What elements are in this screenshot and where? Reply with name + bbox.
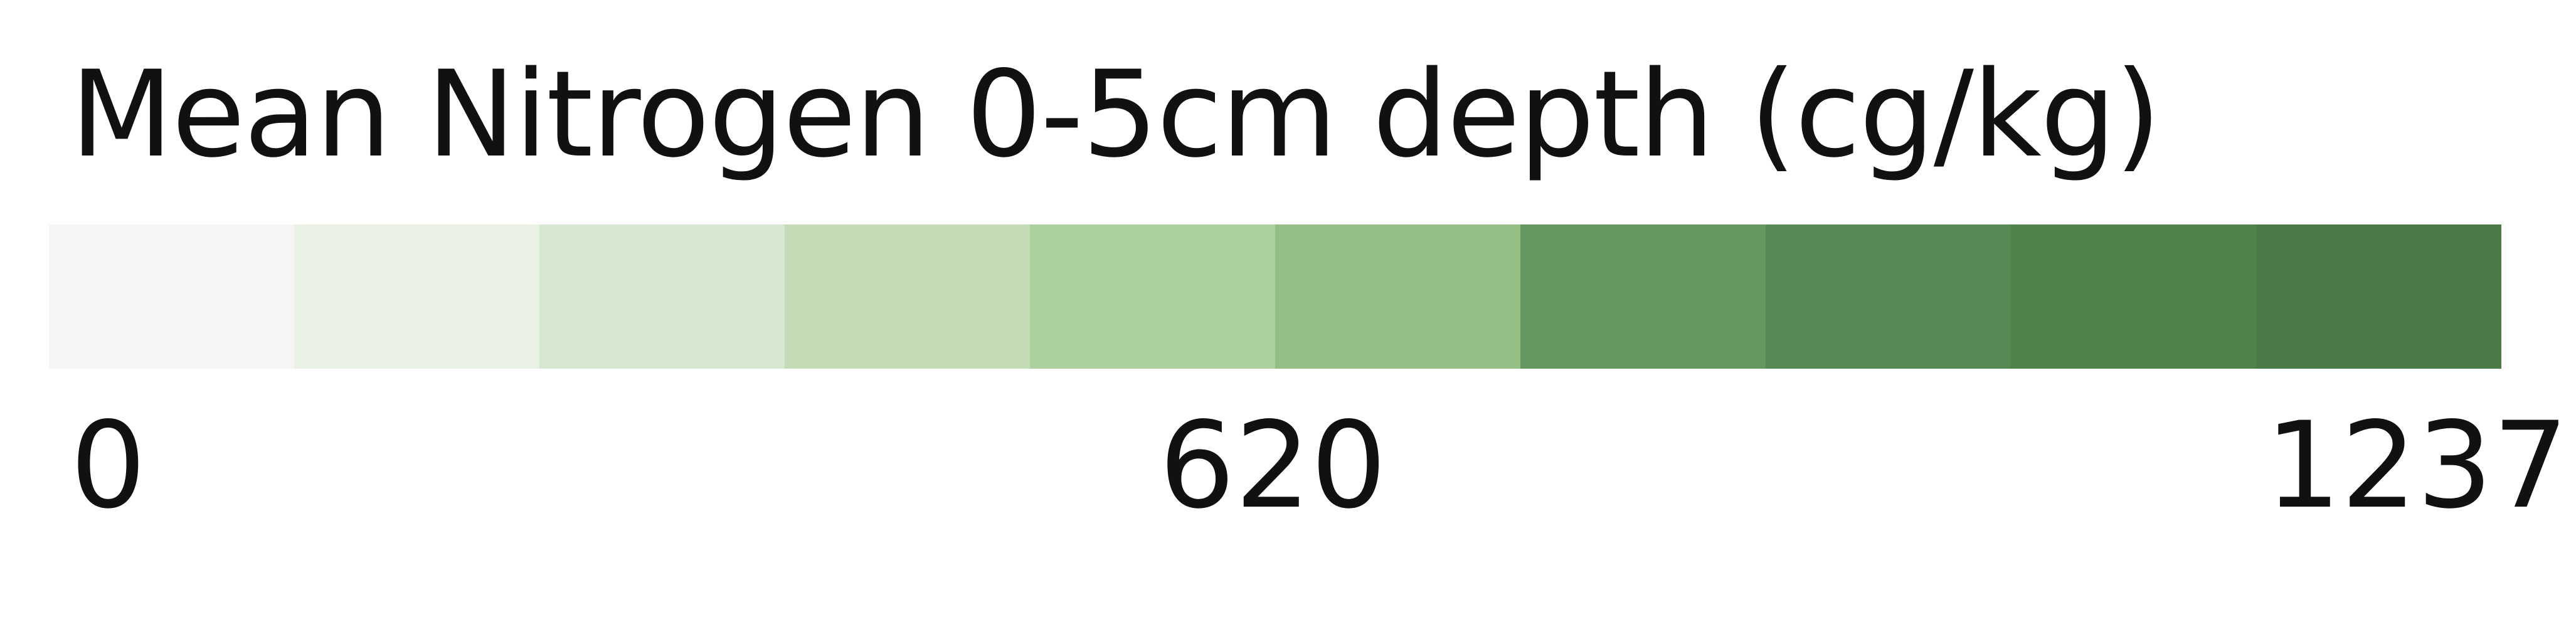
color-swatch-2 [294,224,539,369]
tick-label-min: 0 [70,396,146,535]
color-swatch-1 [49,224,294,369]
tick-label-max: 1237 [2265,396,2568,535]
color-swatch-3 [539,224,785,369]
color-swatch-6 [1275,224,1520,369]
color-ramp [49,224,2501,369]
color-swatch-5 [1030,224,1275,369]
color-swatch-4 [785,224,1030,369]
color-swatch-7 [1520,224,1766,369]
color-swatch-8 [1766,224,2011,369]
tick-label-mid: 620 [1159,396,1387,535]
color-swatch-9 [2011,224,2256,369]
legend-title: Mean Nitrogen 0-5cm depth (cg/kg) [70,45,2161,184]
color-swatch-10 [2256,224,2501,369]
